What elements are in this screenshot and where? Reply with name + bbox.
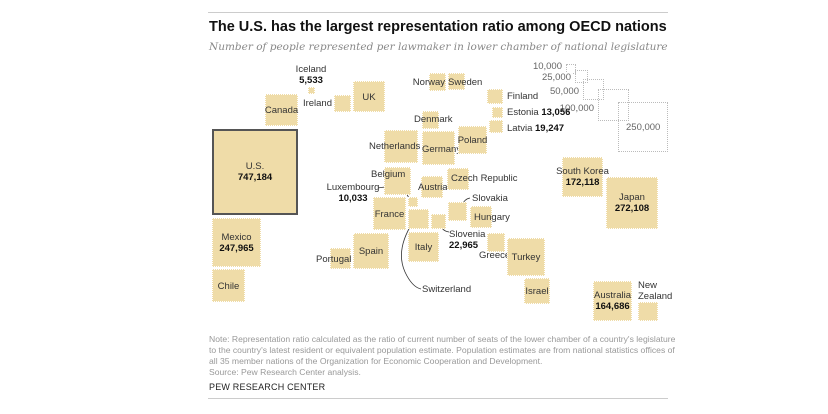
label-australia: Australia bbox=[594, 290, 631, 301]
label-slovenia: Slovenia bbox=[449, 229, 486, 240]
label-uk: UK bbox=[362, 91, 376, 103]
legend-square bbox=[598, 89, 629, 121]
square-new-zealand bbox=[638, 302, 658, 321]
chart-title: The U.S. has the largest representation … bbox=[209, 19, 667, 35]
square-chile bbox=[212, 269, 245, 302]
square-u-s bbox=[212, 129, 298, 215]
legend-label: 100,000 bbox=[559, 103, 595, 114]
square-italy bbox=[408, 232, 439, 262]
square-denmark bbox=[422, 111, 439, 129]
brand-label: PEW RESEARCH CENTER bbox=[209, 382, 326, 392]
label-new-zealand: New bbox=[638, 280, 658, 291]
note-text: Note: Representation ratio calculated as… bbox=[209, 334, 676, 366]
label-turkey: Turkey bbox=[511, 252, 541, 263]
square-greece bbox=[487, 233, 505, 252]
legend-label: 250,000 bbox=[626, 122, 661, 133]
label-estonia: Estonia 13,056 bbox=[507, 107, 571, 118]
square-belgium bbox=[384, 167, 411, 195]
label-iceland: Iceland bbox=[295, 64, 327, 75]
square-finland bbox=[487, 89, 503, 104]
label-latvia: Latvia 19,247 bbox=[507, 123, 565, 134]
legend-label: 10,000 bbox=[532, 61, 563, 72]
value-u-s: 747,184 bbox=[237, 172, 273, 183]
chart-subtitle: Number of people represented per lawmake… bbox=[209, 41, 668, 53]
square-ireland bbox=[334, 95, 351, 112]
square-uk bbox=[353, 81, 385, 112]
label-spain: Spain bbox=[358, 246, 384, 257]
label-u-s: U.S. bbox=[245, 161, 265, 172]
legend-square bbox=[618, 102, 668, 152]
label-portugal: Portugal bbox=[316, 254, 352, 265]
value-mexico: 247,965 bbox=[219, 242, 254, 254]
square-japan bbox=[606, 177, 658, 229]
square-iceland bbox=[308, 87, 315, 94]
label-israel: Israel bbox=[525, 286, 549, 297]
square-mexico bbox=[212, 218, 261, 267]
label-austria: Austria bbox=[418, 182, 448, 193]
label-ireland: Ireland bbox=[302, 98, 332, 109]
label-canada: Canada bbox=[264, 105, 299, 116]
value-slovenia: 22,965 bbox=[449, 240, 479, 251]
source-text: Source: Pew Research Center analysis. bbox=[209, 367, 361, 377]
label-france: France bbox=[374, 208, 405, 220]
square-turkey bbox=[507, 238, 545, 276]
square-australia bbox=[593, 281, 632, 321]
label-italy: Italy bbox=[414, 242, 433, 253]
label-belgium: Belgium bbox=[371, 169, 406, 180]
legend-label: 25,000 bbox=[541, 72, 572, 83]
square-czech-republic bbox=[447, 168, 469, 190]
value-estonia: 13,056 bbox=[538, 107, 571, 118]
label-new-zealand-2: Zealand bbox=[638, 291, 673, 302]
label-finland: Finland bbox=[507, 91, 539, 102]
square-luxembourg bbox=[408, 197, 418, 207]
label-switzerland: Switzerland bbox=[422, 284, 472, 295]
label-norway: Norway bbox=[412, 77, 445, 88]
square-portugal bbox=[330, 248, 351, 269]
square-slovakia bbox=[448, 202, 467, 221]
legend-square bbox=[575, 70, 588, 83]
label-luxembourg: Luxembourg bbox=[326, 182, 380, 193]
value-south-korea: 172,118 bbox=[565, 177, 600, 188]
square-south-korea bbox=[562, 157, 603, 197]
square-poland bbox=[458, 126, 487, 154]
square-france bbox=[373, 197, 406, 230]
label-netherlands: Netherlands bbox=[369, 141, 421, 152]
value-luxembourg: 10,033 bbox=[338, 193, 368, 204]
square-israel bbox=[524, 278, 550, 304]
square-canada bbox=[265, 94, 298, 126]
square-switzerland bbox=[408, 209, 429, 229]
value-iceland: 5,533 bbox=[299, 75, 323, 86]
label-south-korea: South Korea bbox=[556, 166, 609, 177]
square-hungary bbox=[470, 206, 492, 228]
label-slovakia: Slovakia bbox=[472, 193, 508, 204]
footnote: Note: Representation ratio calculated as… bbox=[209, 334, 679, 378]
bottom-rule bbox=[208, 398, 668, 399]
square-netherlands bbox=[384, 130, 418, 163]
square-estonia bbox=[492, 107, 503, 118]
label-denmark: Denmark bbox=[414, 114, 453, 125]
square-austria bbox=[421, 176, 443, 198]
legend-label: 50,000 bbox=[549, 86, 580, 97]
label-czech-republic: Czech Republic bbox=[451, 173, 518, 184]
value-japan: 272,108 bbox=[614, 203, 650, 214]
square-sweden bbox=[448, 73, 465, 90]
square-norway bbox=[429, 73, 446, 91]
square-slovenia bbox=[431, 214, 446, 229]
square-spain bbox=[353, 233, 389, 269]
label-hungary: Hungary bbox=[474, 212, 510, 223]
label-chile: Chile bbox=[217, 280, 240, 292]
top-rule bbox=[208, 12, 668, 13]
label-mexico: Mexico bbox=[221, 231, 252, 243]
square-latvia bbox=[489, 120, 503, 133]
label-germany: Germany bbox=[422, 144, 462, 155]
label-japan: Japan bbox=[619, 192, 645, 203]
value-latvia: 19,247 bbox=[532, 123, 565, 134]
label-sweden: Sweden bbox=[448, 77, 483, 88]
switzerland-leader bbox=[401, 221, 422, 290]
value-australia: 164,686 bbox=[595, 301, 630, 312]
square-germany bbox=[422, 131, 455, 165]
label-greece: Greece bbox=[479, 250, 511, 261]
label-poland: Poland bbox=[457, 135, 488, 146]
